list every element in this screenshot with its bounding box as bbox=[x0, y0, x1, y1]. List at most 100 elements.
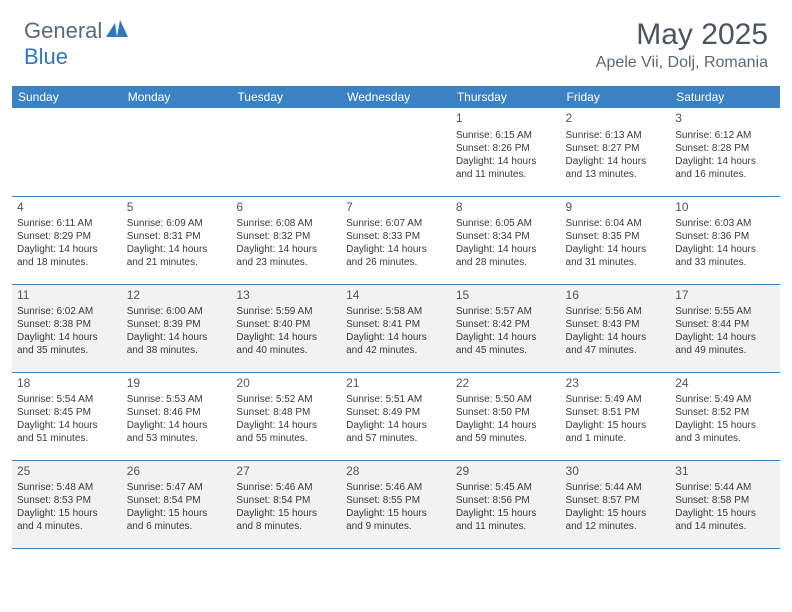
sunset-text: Sunset: 8:44 PM bbox=[675, 318, 775, 331]
page-header: General May 2025 Apele Vii, Dolj, Romani… bbox=[0, 0, 792, 78]
day-header: Wednesday bbox=[341, 86, 451, 108]
logo-blue-text-wrap: Blue bbox=[24, 44, 68, 70]
calendar-day-cell: 31Sunrise: 5:44 AMSunset: 8:58 PMDayligh… bbox=[670, 460, 780, 548]
day-header: Friday bbox=[561, 86, 671, 108]
sunset-text: Sunset: 8:46 PM bbox=[127, 406, 227, 419]
daylight-text: Daylight: 14 hours and 18 minutes. bbox=[17, 243, 117, 269]
logo-text-general: General bbox=[24, 18, 102, 44]
day-number: 23 bbox=[566, 376, 666, 392]
daylight-text: Daylight: 15 hours and 3 minutes. bbox=[675, 419, 775, 445]
logo: General bbox=[24, 18, 130, 44]
sunset-text: Sunset: 8:41 PM bbox=[346, 318, 446, 331]
sunrise-text: Sunrise: 5:49 AM bbox=[566, 393, 666, 406]
day-number: 12 bbox=[127, 288, 227, 304]
daylight-text: Daylight: 15 hours and 8 minutes. bbox=[236, 507, 336, 533]
sunrise-text: Sunrise: 5:51 AM bbox=[346, 393, 446, 406]
sunset-text: Sunset: 8:35 PM bbox=[566, 230, 666, 243]
calendar-week-row: 4Sunrise: 6:11 AMSunset: 8:29 PMDaylight… bbox=[12, 196, 780, 284]
sunrise-text: Sunrise: 5:45 AM bbox=[456, 481, 556, 494]
calendar-day-cell: 20Sunrise: 5:52 AMSunset: 8:48 PMDayligh… bbox=[231, 372, 341, 460]
calendar-day-cell: 13Sunrise: 5:59 AMSunset: 8:40 PMDayligh… bbox=[231, 284, 341, 372]
calendar-day-cell: 18Sunrise: 5:54 AMSunset: 8:45 PMDayligh… bbox=[12, 372, 122, 460]
day-number: 9 bbox=[566, 200, 666, 216]
daylight-text: Daylight: 14 hours and 57 minutes. bbox=[346, 419, 446, 445]
calendar-day-cell: 7Sunrise: 6:07 AMSunset: 8:33 PMDaylight… bbox=[341, 196, 451, 284]
calendar-day-cell: 6Sunrise: 6:08 AMSunset: 8:32 PMDaylight… bbox=[231, 196, 341, 284]
sunrise-text: Sunrise: 5:59 AM bbox=[236, 305, 336, 318]
daylight-text: Daylight: 14 hours and 28 minutes. bbox=[456, 243, 556, 269]
sunset-text: Sunset: 8:43 PM bbox=[566, 318, 666, 331]
daylight-text: Daylight: 14 hours and 21 minutes. bbox=[127, 243, 227, 269]
day-number: 16 bbox=[566, 288, 666, 304]
sunrise-text: Sunrise: 6:11 AM bbox=[17, 217, 117, 230]
day-number: 28 bbox=[346, 464, 446, 480]
day-number: 3 bbox=[675, 111, 775, 127]
sunrise-text: Sunrise: 6:04 AM bbox=[566, 217, 666, 230]
daylight-text: Daylight: 15 hours and 11 minutes. bbox=[456, 507, 556, 533]
daylight-text: Daylight: 14 hours and 42 minutes. bbox=[346, 331, 446, 357]
daylight-text: Daylight: 14 hours and 11 minutes. bbox=[456, 155, 556, 181]
calendar-day-cell: 5Sunrise: 6:09 AMSunset: 8:31 PMDaylight… bbox=[122, 196, 232, 284]
calendar-week-row: 1Sunrise: 6:15 AMSunset: 8:26 PMDaylight… bbox=[12, 108, 780, 196]
daylight-text: Daylight: 14 hours and 59 minutes. bbox=[456, 419, 556, 445]
calendar-day-cell: 30Sunrise: 5:44 AMSunset: 8:57 PMDayligh… bbox=[561, 460, 671, 548]
sunrise-text: Sunrise: 6:00 AM bbox=[127, 305, 227, 318]
calendar-head: SundayMondayTuesdayWednesdayThursdayFrid… bbox=[12, 86, 780, 108]
sunset-text: Sunset: 8:56 PM bbox=[456, 494, 556, 507]
day-number: 13 bbox=[236, 288, 336, 304]
sunset-text: Sunset: 8:27 PM bbox=[566, 142, 666, 155]
calendar-day-cell: 4Sunrise: 6:11 AMSunset: 8:29 PMDaylight… bbox=[12, 196, 122, 284]
sunset-text: Sunset: 8:51 PM bbox=[566, 406, 666, 419]
calendar-day-cell: 10Sunrise: 6:03 AMSunset: 8:36 PMDayligh… bbox=[670, 196, 780, 284]
calendar-day-cell: 22Sunrise: 5:50 AMSunset: 8:50 PMDayligh… bbox=[451, 372, 561, 460]
calendar-day-cell: 15Sunrise: 5:57 AMSunset: 8:42 PMDayligh… bbox=[451, 284, 561, 372]
calendar-day-cell: 23Sunrise: 5:49 AMSunset: 8:51 PMDayligh… bbox=[561, 372, 671, 460]
calendar-day-cell: 9Sunrise: 6:04 AMSunset: 8:35 PMDaylight… bbox=[561, 196, 671, 284]
daylight-text: Daylight: 14 hours and 26 minutes. bbox=[346, 243, 446, 269]
day-header: Sunday bbox=[12, 86, 122, 108]
calendar-day-cell: 2Sunrise: 6:13 AMSunset: 8:27 PMDaylight… bbox=[561, 108, 671, 196]
sunset-text: Sunset: 8:48 PM bbox=[236, 406, 336, 419]
calendar-day-cell: 12Sunrise: 6:00 AMSunset: 8:39 PMDayligh… bbox=[122, 284, 232, 372]
daylight-text: Daylight: 15 hours and 6 minutes. bbox=[127, 507, 227, 533]
calendar-empty-cell bbox=[341, 108, 451, 196]
sunset-text: Sunset: 8:39 PM bbox=[127, 318, 227, 331]
day-header: Thursday bbox=[451, 86, 561, 108]
sunrise-text: Sunrise: 5:47 AM bbox=[127, 481, 227, 494]
sunset-text: Sunset: 8:26 PM bbox=[456, 142, 556, 155]
calendar-body: 1Sunrise: 6:15 AMSunset: 8:26 PMDaylight… bbox=[12, 108, 780, 548]
sunrise-text: Sunrise: 5:54 AM bbox=[17, 393, 117, 406]
sunset-text: Sunset: 8:50 PM bbox=[456, 406, 556, 419]
daylight-text: Daylight: 14 hours and 49 minutes. bbox=[675, 331, 775, 357]
day-number: 7 bbox=[346, 200, 446, 216]
day-header: Tuesday bbox=[231, 86, 341, 108]
sunrise-text: Sunrise: 5:46 AM bbox=[236, 481, 336, 494]
daylight-text: Daylight: 14 hours and 40 minutes. bbox=[236, 331, 336, 357]
sunset-text: Sunset: 8:54 PM bbox=[127, 494, 227, 507]
day-number: 17 bbox=[675, 288, 775, 304]
calendar-day-cell: 21Sunrise: 5:51 AMSunset: 8:49 PMDayligh… bbox=[341, 372, 451, 460]
sunrise-text: Sunrise: 5:48 AM bbox=[17, 481, 117, 494]
calendar-day-cell: 11Sunrise: 6:02 AMSunset: 8:38 PMDayligh… bbox=[12, 284, 122, 372]
sunset-text: Sunset: 8:58 PM bbox=[675, 494, 775, 507]
calendar-day-cell: 3Sunrise: 6:12 AMSunset: 8:28 PMDaylight… bbox=[670, 108, 780, 196]
sunset-text: Sunset: 8:32 PM bbox=[236, 230, 336, 243]
sunrise-text: Sunrise: 5:56 AM bbox=[566, 305, 666, 318]
sunrise-text: Sunrise: 5:53 AM bbox=[127, 393, 227, 406]
sunset-text: Sunset: 8:34 PM bbox=[456, 230, 556, 243]
location-label: Apele Vii, Dolj, Romania bbox=[596, 54, 768, 72]
calendar-week-row: 25Sunrise: 5:48 AMSunset: 8:53 PMDayligh… bbox=[12, 460, 780, 548]
calendar-empty-cell bbox=[231, 108, 341, 196]
sunrise-text: Sunrise: 6:08 AM bbox=[236, 217, 336, 230]
sunset-text: Sunset: 8:36 PM bbox=[675, 230, 775, 243]
sunrise-text: Sunrise: 6:09 AM bbox=[127, 217, 227, 230]
calendar-week-row: 11Sunrise: 6:02 AMSunset: 8:38 PMDayligh… bbox=[12, 284, 780, 372]
day-number: 21 bbox=[346, 376, 446, 392]
sunrise-text: Sunrise: 5:52 AM bbox=[236, 393, 336, 406]
sunrise-text: Sunrise: 5:44 AM bbox=[675, 481, 775, 494]
daylight-text: Daylight: 15 hours and 12 minutes. bbox=[566, 507, 666, 533]
day-number: 6 bbox=[236, 200, 336, 216]
sunrise-text: Sunrise: 5:50 AM bbox=[456, 393, 556, 406]
day-number: 20 bbox=[236, 376, 336, 392]
month-title: May 2025 bbox=[596, 18, 768, 52]
